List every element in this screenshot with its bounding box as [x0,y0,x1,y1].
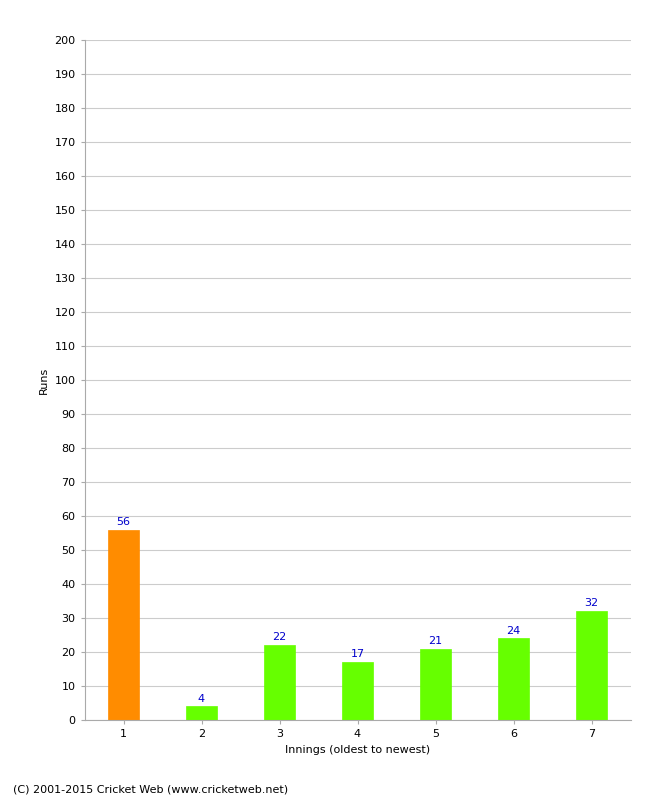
X-axis label: Innings (oldest to newest): Innings (oldest to newest) [285,745,430,754]
Bar [186,706,217,720]
Bar [342,662,373,720]
Bar [108,530,139,720]
Y-axis label: Runs: Runs [39,366,49,394]
Bar [576,611,607,720]
Text: (C) 2001-2015 Cricket Web (www.cricketweb.net): (C) 2001-2015 Cricket Web (www.cricketwe… [13,784,288,794]
Text: 56: 56 [116,517,131,527]
Text: 22: 22 [272,633,287,642]
Text: 17: 17 [350,650,365,659]
Text: 21: 21 [428,636,443,646]
Text: 24: 24 [506,626,521,636]
Bar [420,649,451,720]
Text: 4: 4 [198,694,205,704]
Bar [498,638,529,720]
Text: 32: 32 [584,598,599,609]
Bar [264,645,295,720]
